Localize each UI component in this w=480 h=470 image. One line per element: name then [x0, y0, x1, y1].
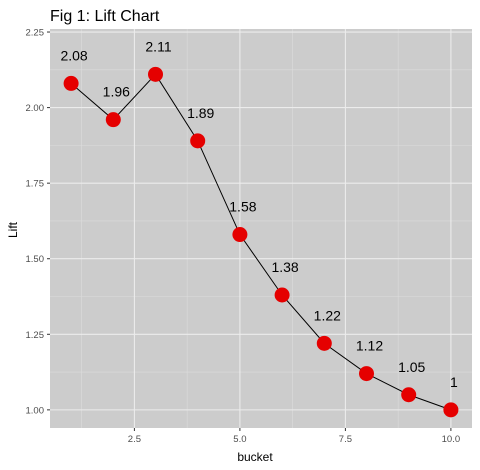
x-axis-title: bucket	[237, 450, 273, 464]
x-tick-label: 10.0	[442, 434, 461, 445]
plot-panel	[50, 29, 472, 428]
data-points	[63, 66, 459, 418]
data-label: 1.22	[314, 307, 341, 323]
x-tick-label: 2.5	[128, 434, 141, 445]
y-tick-label: 2.00	[26, 103, 45, 114]
series-line	[70, 73, 452, 411]
chart-title: Fig 1: Lift Chart	[50, 8, 160, 25]
y-tick-label: 1.25	[26, 330, 45, 341]
data-point	[190, 133, 206, 149]
data-point	[316, 335, 332, 351]
data-label: 1.05	[398, 359, 425, 375]
data-point	[359, 366, 374, 382]
data-point	[63, 75, 79, 91]
y-tick-label: 1.50	[26, 254, 45, 265]
y-tick-label: 1.00	[26, 405, 45, 416]
data-label: 1.38	[271, 259, 298, 275]
data-labels: 2.08 1.96 2.11 1.89 1.58 1.38 1.22 1.12 1.05 1	[60, 38, 458, 390]
minor-gridlines	[50, 29, 472, 428]
data-label: 1.96	[103, 84, 130, 100]
data-label: 1	[450, 374, 458, 390]
data-point	[105, 112, 121, 128]
y-tick-label: 2.25	[26, 28, 45, 39]
tick-labels: 2.5 5.0 7.5 10.0 1.00 1.25 1.50 1.75 2.00 2.25	[26, 28, 461, 445]
data-point	[274, 287, 290, 303]
x-tick-label: 7.5	[339, 434, 352, 445]
data-label: 1.58	[229, 199, 256, 215]
y-axis-title: Lift	[6, 221, 20, 238]
data-point	[232, 227, 248, 243]
data-label: 2.11	[145, 38, 171, 54]
data-point	[401, 387, 417, 403]
data-label: 1.12	[356, 338, 383, 354]
x-tick-label: 5.0	[233, 434, 246, 445]
y-tick-label: 1.75	[26, 179, 45, 190]
data-label: 2.08	[60, 47, 87, 63]
axis-ticks	[47, 31, 452, 431]
data-label: 1.89	[187, 105, 214, 121]
data-point	[148, 66, 163, 82]
data-point	[443, 402, 459, 418]
